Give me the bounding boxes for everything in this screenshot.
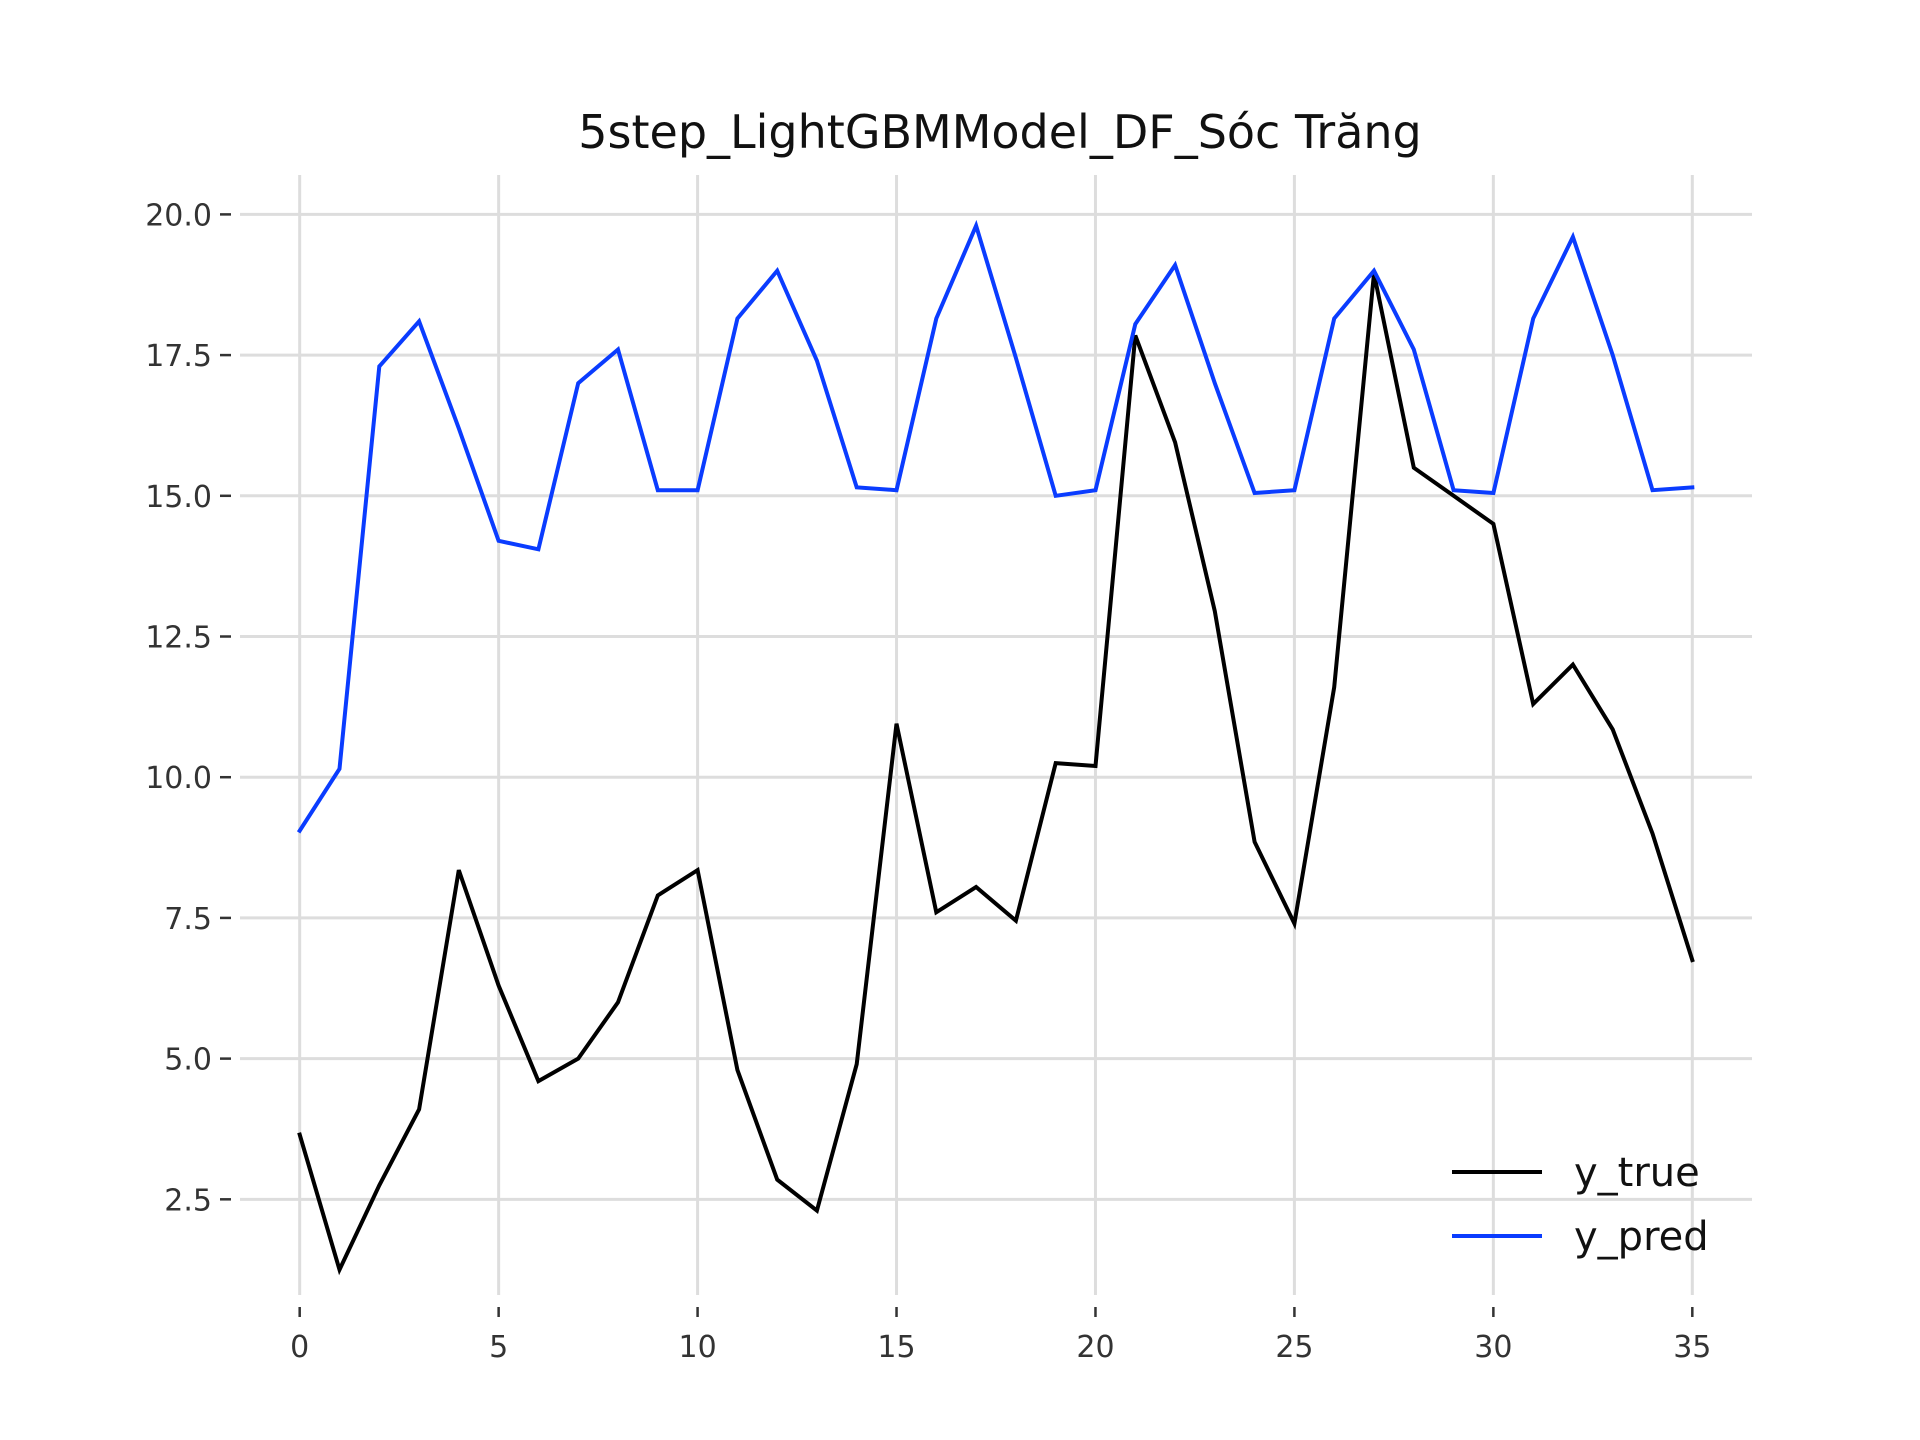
grid [240,175,1752,1295]
series-line-y-true [297,273,1695,1276]
x-tick-label: 30 [1474,1330,1512,1365]
x-tick-label: 25 [1275,1330,1313,1365]
series-line-y-pred [296,219,1695,834]
y-tick-label: 20.0 [145,198,212,233]
x-tick-label: 15 [877,1330,915,1365]
axes: 0 5 10 15 20 25 30 35 2.5 5.0 7.5 10.0 12.5 15.0 17.5 2… [145,198,1711,1365]
legend-label-y-true: y_true [1574,1150,1700,1196]
y-tick-label: 10.0 [145,761,212,796]
y-tick-label: 5.0 [164,1043,212,1078]
y-tick-label: 7.5 [164,902,212,937]
x-tick-label: 20 [1076,1330,1114,1365]
y-tick-label: 12.5 [145,621,212,656]
x-tick-label: 35 [1673,1330,1711,1365]
y-tick-label: 17.5 [145,339,212,374]
y-tick-label: 15.0 [145,480,212,515]
y-tick-label: 2.5 [164,1183,212,1218]
x-tick-label: 5 [489,1330,508,1365]
legend: y_true y_pred [1452,1150,1709,1260]
series-lines [296,219,1695,1276]
x-tick-label: 0 [290,1330,309,1365]
x-tick-label: 10 [678,1330,716,1365]
chart-title: 5step_LightGBMModel_DF_Sóc Trăng [578,105,1422,159]
legend-label-y-pred: y_pred [1574,1214,1709,1260]
